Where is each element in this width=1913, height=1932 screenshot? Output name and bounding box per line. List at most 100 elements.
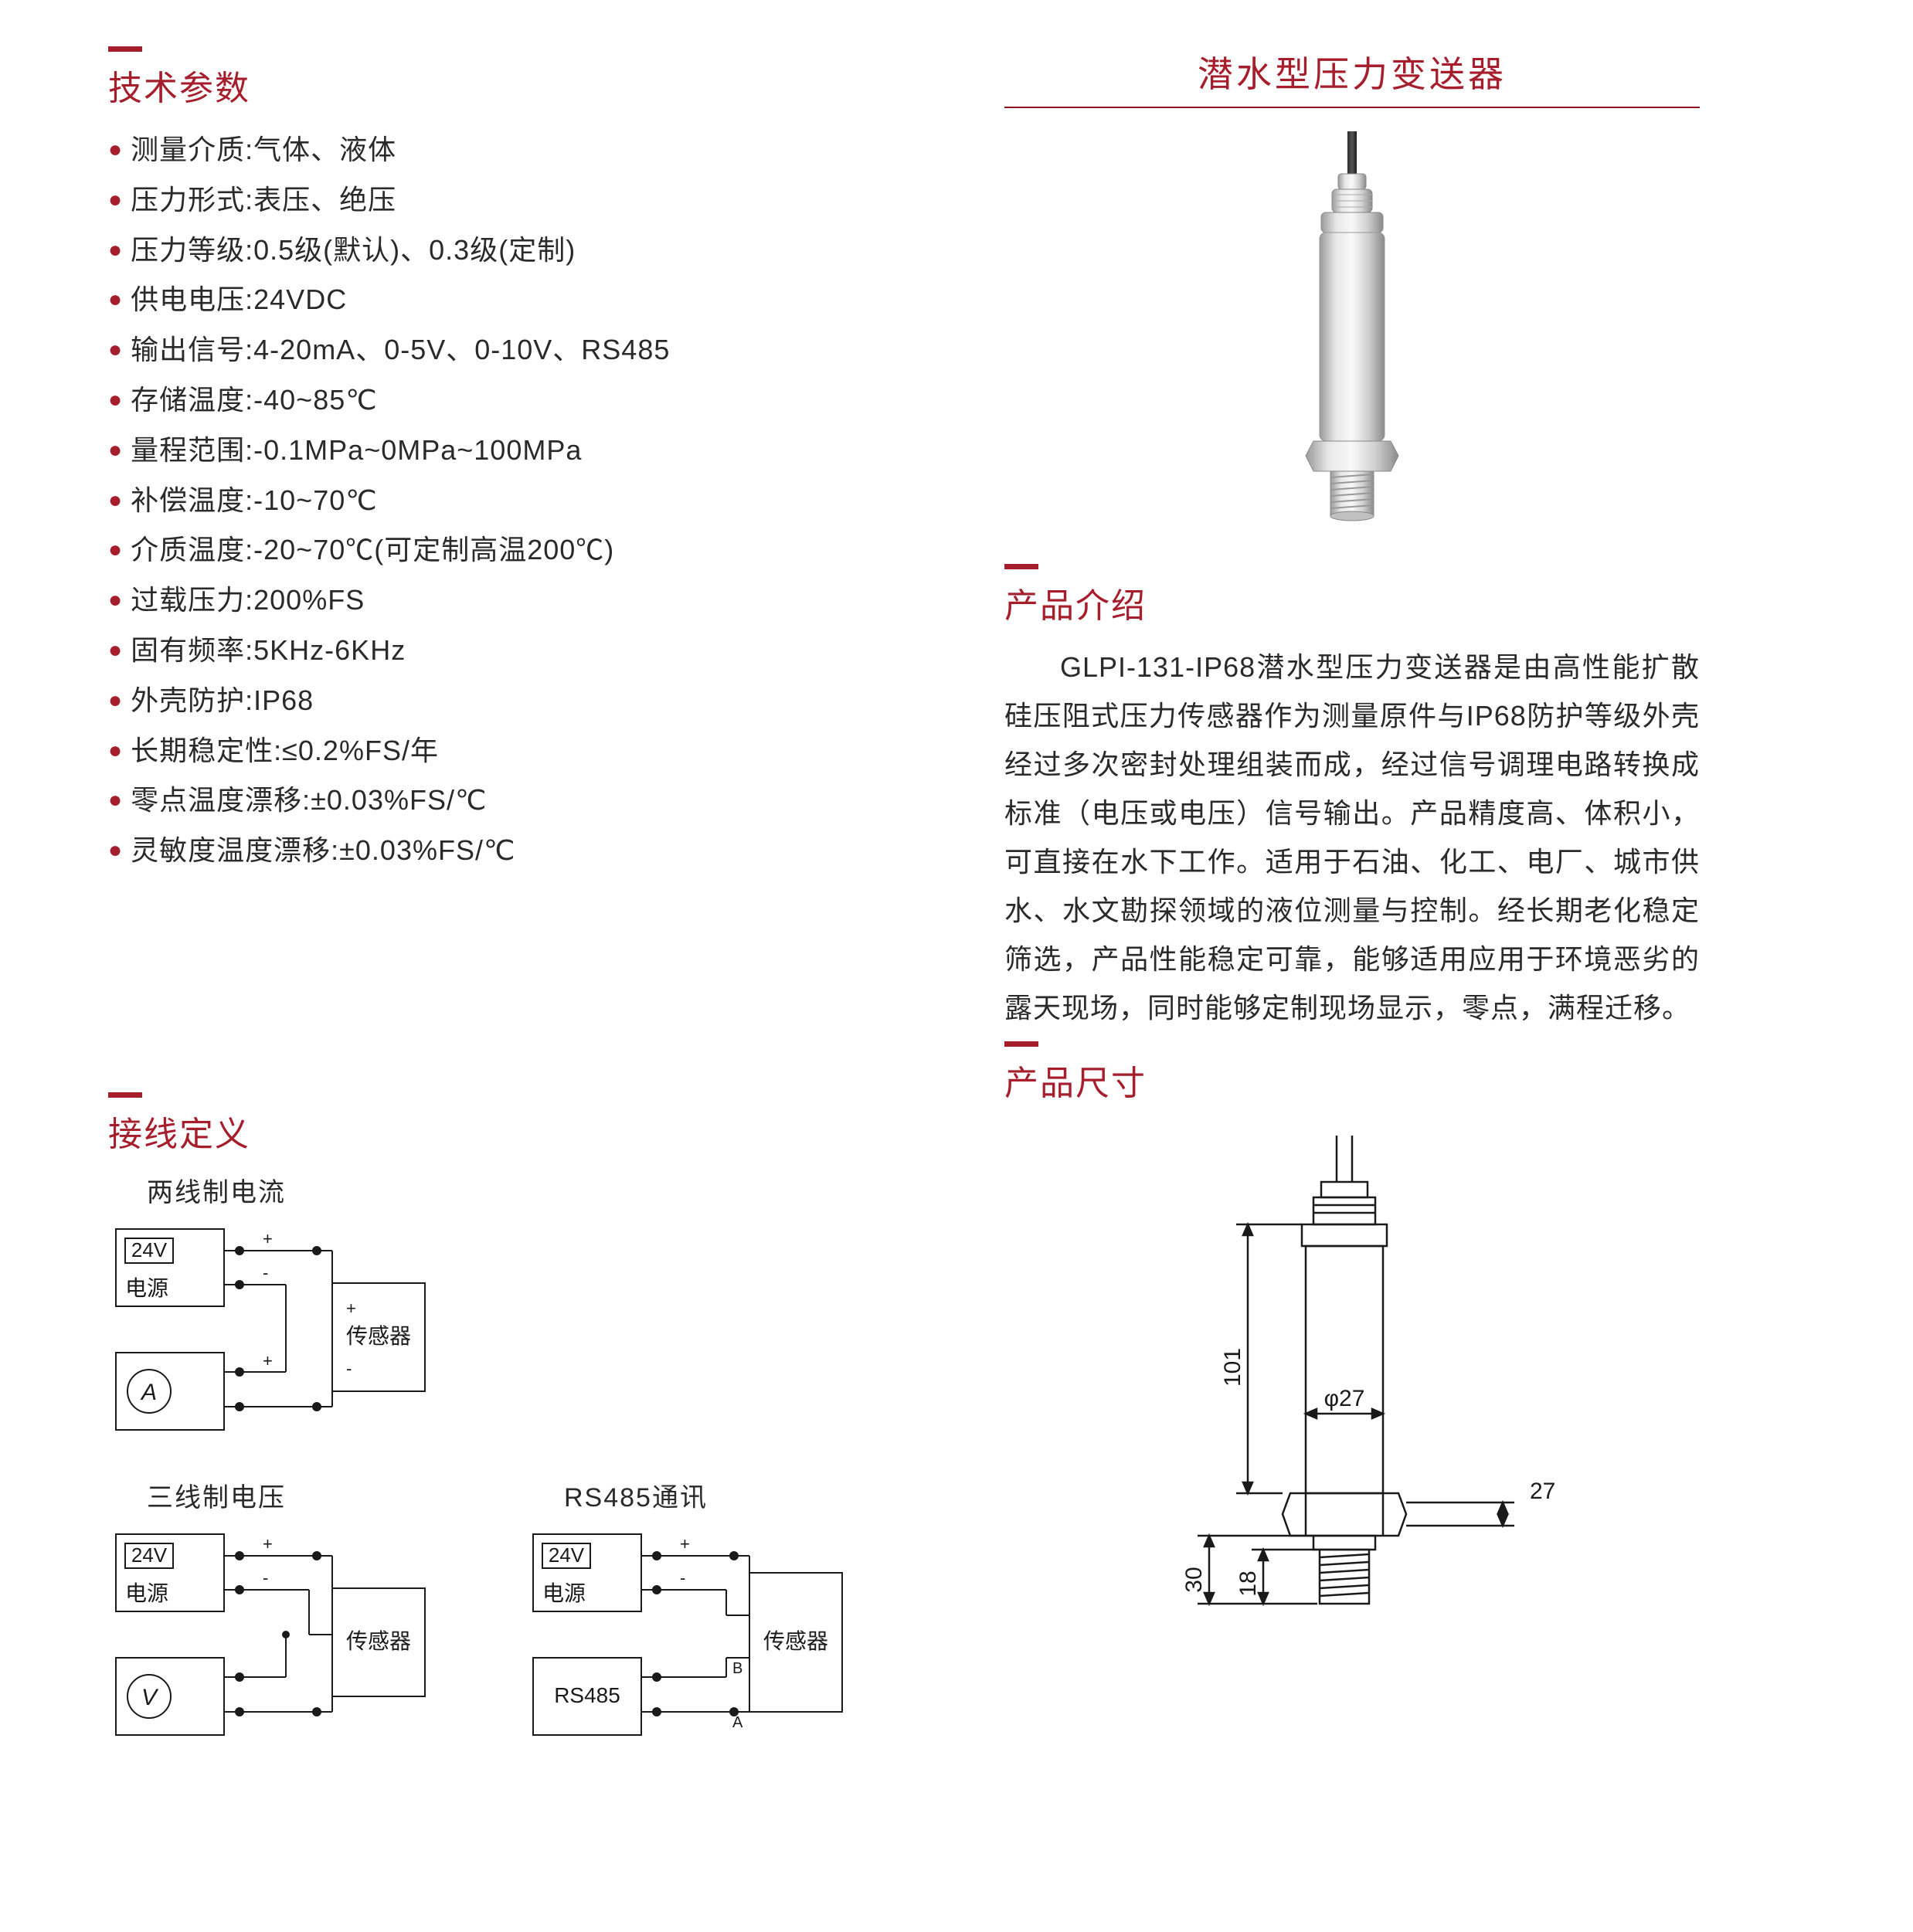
spec-item: ● 过载压力: 200%FS [108, 576, 881, 626]
spec-item: ● 灵敏度温度漂移: ±0.03%FS/℃ [108, 826, 881, 876]
spec-value: 5KHz-6KHz [253, 626, 406, 676]
spec-label: 压力形式: [131, 175, 253, 226]
spec-value: ≤0.2%FS/年 [282, 726, 439, 776]
svg-text:A: A [732, 1714, 743, 1731]
spec-label: 零点温度漂移: [131, 776, 311, 826]
spec-value: 表压、绝压 [253, 175, 396, 226]
product-image [1236, 131, 1468, 533]
svg-text:电源: 电源 [542, 1581, 586, 1605]
wiring-diagram-three-wire: 24V 电源 V 传感器 + - [108, 1526, 464, 1758]
spec-item: ● 存储温度: -40~85℃ [108, 375, 881, 426]
spec-list: ● 测量介质: 气体、液体 ● 压力形式: 表压、绝压 ● 压力等级: 0.5级(默认)、… [108, 125, 881, 876]
bullet-icon: ● [108, 589, 123, 612]
svg-text:-: - [263, 1568, 268, 1587]
spec-item: ● 零点温度漂移: ±0.03%FS/℃ [108, 776, 881, 826]
spec-item: ● 介质温度: -20~70℃(可定制高温200℃) [108, 525, 881, 576]
bullet-icon: ● [108, 689, 123, 712]
spec-value: 24VDC [253, 275, 347, 325]
spec-item: ● 长期稳定性: ≤0.2%FS/年 [108, 726, 881, 776]
svg-text:传感器: 传感器 [763, 1629, 828, 1653]
svg-text:-: - [263, 1263, 268, 1282]
spec-value: ±0.03%FS/℃ [339, 826, 515, 876]
svg-text:30: 30 [1181, 1567, 1207, 1592]
spec-item: ● 测量介质: 气体、液体 [108, 125, 881, 175]
svg-text:电源: 电源 [125, 1581, 168, 1605]
three-wire-label: 三线制电压 [147, 1476, 464, 1514]
title-rule [1004, 107, 1700, 108]
spec-label: 量程范围: [131, 426, 253, 476]
svg-text:B: B [732, 1660, 742, 1677]
spec-label: 输出信号: [131, 325, 253, 375]
svg-text:18: 18 [1235, 1570, 1261, 1596]
bullet-icon: ● [108, 538, 123, 562]
spec-value: IP68 [253, 676, 314, 726]
spec-label: 压力等级: [131, 226, 253, 276]
intro-body: GLPI-131-IP68潜水型压力变送器是由高性能扩散硅压阻式压力传感器作为测… [1004, 643, 1700, 1032]
intro-heading: 产品介绍 [1004, 564, 1700, 627]
svg-text:101: 101 [1220, 1348, 1245, 1387]
bullet-icon: ● [108, 739, 123, 762]
spec-value: 0.5级(默认)、0.3级(定制) [253, 226, 576, 276]
bullet-icon: ● [108, 389, 123, 412]
spec-item: ● 压力形式: 表压、绝压 [108, 175, 881, 226]
svg-text:+: + [263, 1351, 273, 1370]
spec-label: 长期稳定性: [131, 726, 282, 776]
spec-value: -10~70℃ [253, 476, 378, 526]
spec-value: 200%FS [253, 576, 365, 626]
dimension-drawing: 101 30 18 φ27 27 [1082, 1136, 1622, 1661]
svg-text:传感器: 传感器 [346, 1629, 411, 1653]
svg-text:RS485: RS485 [554, 1683, 620, 1707]
wiring-diagram-two-wire: 24V 电源 A 传感器 + [108, 1221, 464, 1453]
product-title: 潜水型压力变送器 [1004, 46, 1700, 97]
spec-value: -0.1MPa~0MPa~100MPa [253, 426, 582, 476]
spec-label: 存储温度: [131, 375, 253, 426]
spec-label: 灵敏度温度漂移: [131, 826, 339, 876]
spec-item: ● 外壳防护: IP68 [108, 676, 881, 726]
svg-text:+: + [263, 1534, 273, 1553]
bullet-icon: ● [108, 338, 123, 362]
svg-text:+: + [346, 1299, 356, 1318]
rs485-label: RS485通讯 [564, 1476, 881, 1514]
spec-label: 介质温度: [131, 525, 253, 576]
bullet-icon: ● [108, 288, 123, 311]
bullet-icon: ● [108, 188, 123, 212]
two-wire-label: 两线制电流 [147, 1171, 881, 1209]
specs-heading: 技术参数 [108, 46, 881, 110]
spec-label: 外壳防护: [131, 676, 253, 726]
bullet-icon: ● [108, 239, 123, 262]
spec-label: 过载压力: [131, 576, 253, 626]
wiring-diagram-rs485: 24V 电源 RS485 传感器 + - [525, 1526, 881, 1758]
spec-item: ●量程范围: -0.1MPa~0MPa~100MPa [108, 426, 881, 476]
spec-value: ±0.03%FS/℃ [311, 776, 487, 826]
spec-label: 固有频率: [131, 626, 253, 676]
spec-label: 供电电压: [131, 275, 253, 325]
svg-text:+: + [680, 1534, 690, 1553]
bullet-icon: ● [108, 839, 123, 862]
dimensions-heading: 产品尺寸 [1004, 1041, 1700, 1105]
spec-value: 气体、液体 [253, 125, 396, 175]
spec-item: ●输出信号: 4-20mA、0-5V、0-10V、RS485 [108, 325, 881, 375]
spec-item: ● 补偿温度: -10~70℃ [108, 476, 881, 526]
wiring-heading: 接线定义 [108, 1092, 881, 1156]
svg-text:V: V [141, 1685, 159, 1710]
svg-text:电源: 电源 [125, 1276, 168, 1300]
svg-text:24V: 24V [131, 1238, 168, 1261]
svg-text:A: A [140, 1380, 157, 1405]
spec-value: -40~85℃ [253, 375, 378, 426]
spec-label: 补偿温度: [131, 476, 253, 526]
spec-item: ● 压力等级: 0.5级(默认)、0.3级(定制) [108, 226, 881, 276]
spec-label: 测量介质: [131, 125, 253, 175]
svg-text:24V: 24V [131, 1543, 168, 1567]
svg-text:φ27: φ27 [1324, 1386, 1365, 1411]
bullet-icon: ● [108, 138, 123, 161]
svg-text:27: 27 [1530, 1479, 1555, 1504]
svg-text:-: - [346, 1359, 352, 1378]
svg-text:-: - [680, 1568, 685, 1587]
bullet-icon: ● [108, 489, 123, 512]
svg-text:传感器: 传感器 [346, 1324, 411, 1348]
spec-item: ● 固有频率: 5KHz-6KHz [108, 626, 881, 676]
bullet-icon: ● [108, 639, 123, 662]
bullet-icon: ● [108, 789, 123, 812]
spec-item: ● 供电电压: 24VDC [108, 275, 881, 325]
spec-value: -20~70℃(可定制高温200℃) [253, 525, 614, 576]
